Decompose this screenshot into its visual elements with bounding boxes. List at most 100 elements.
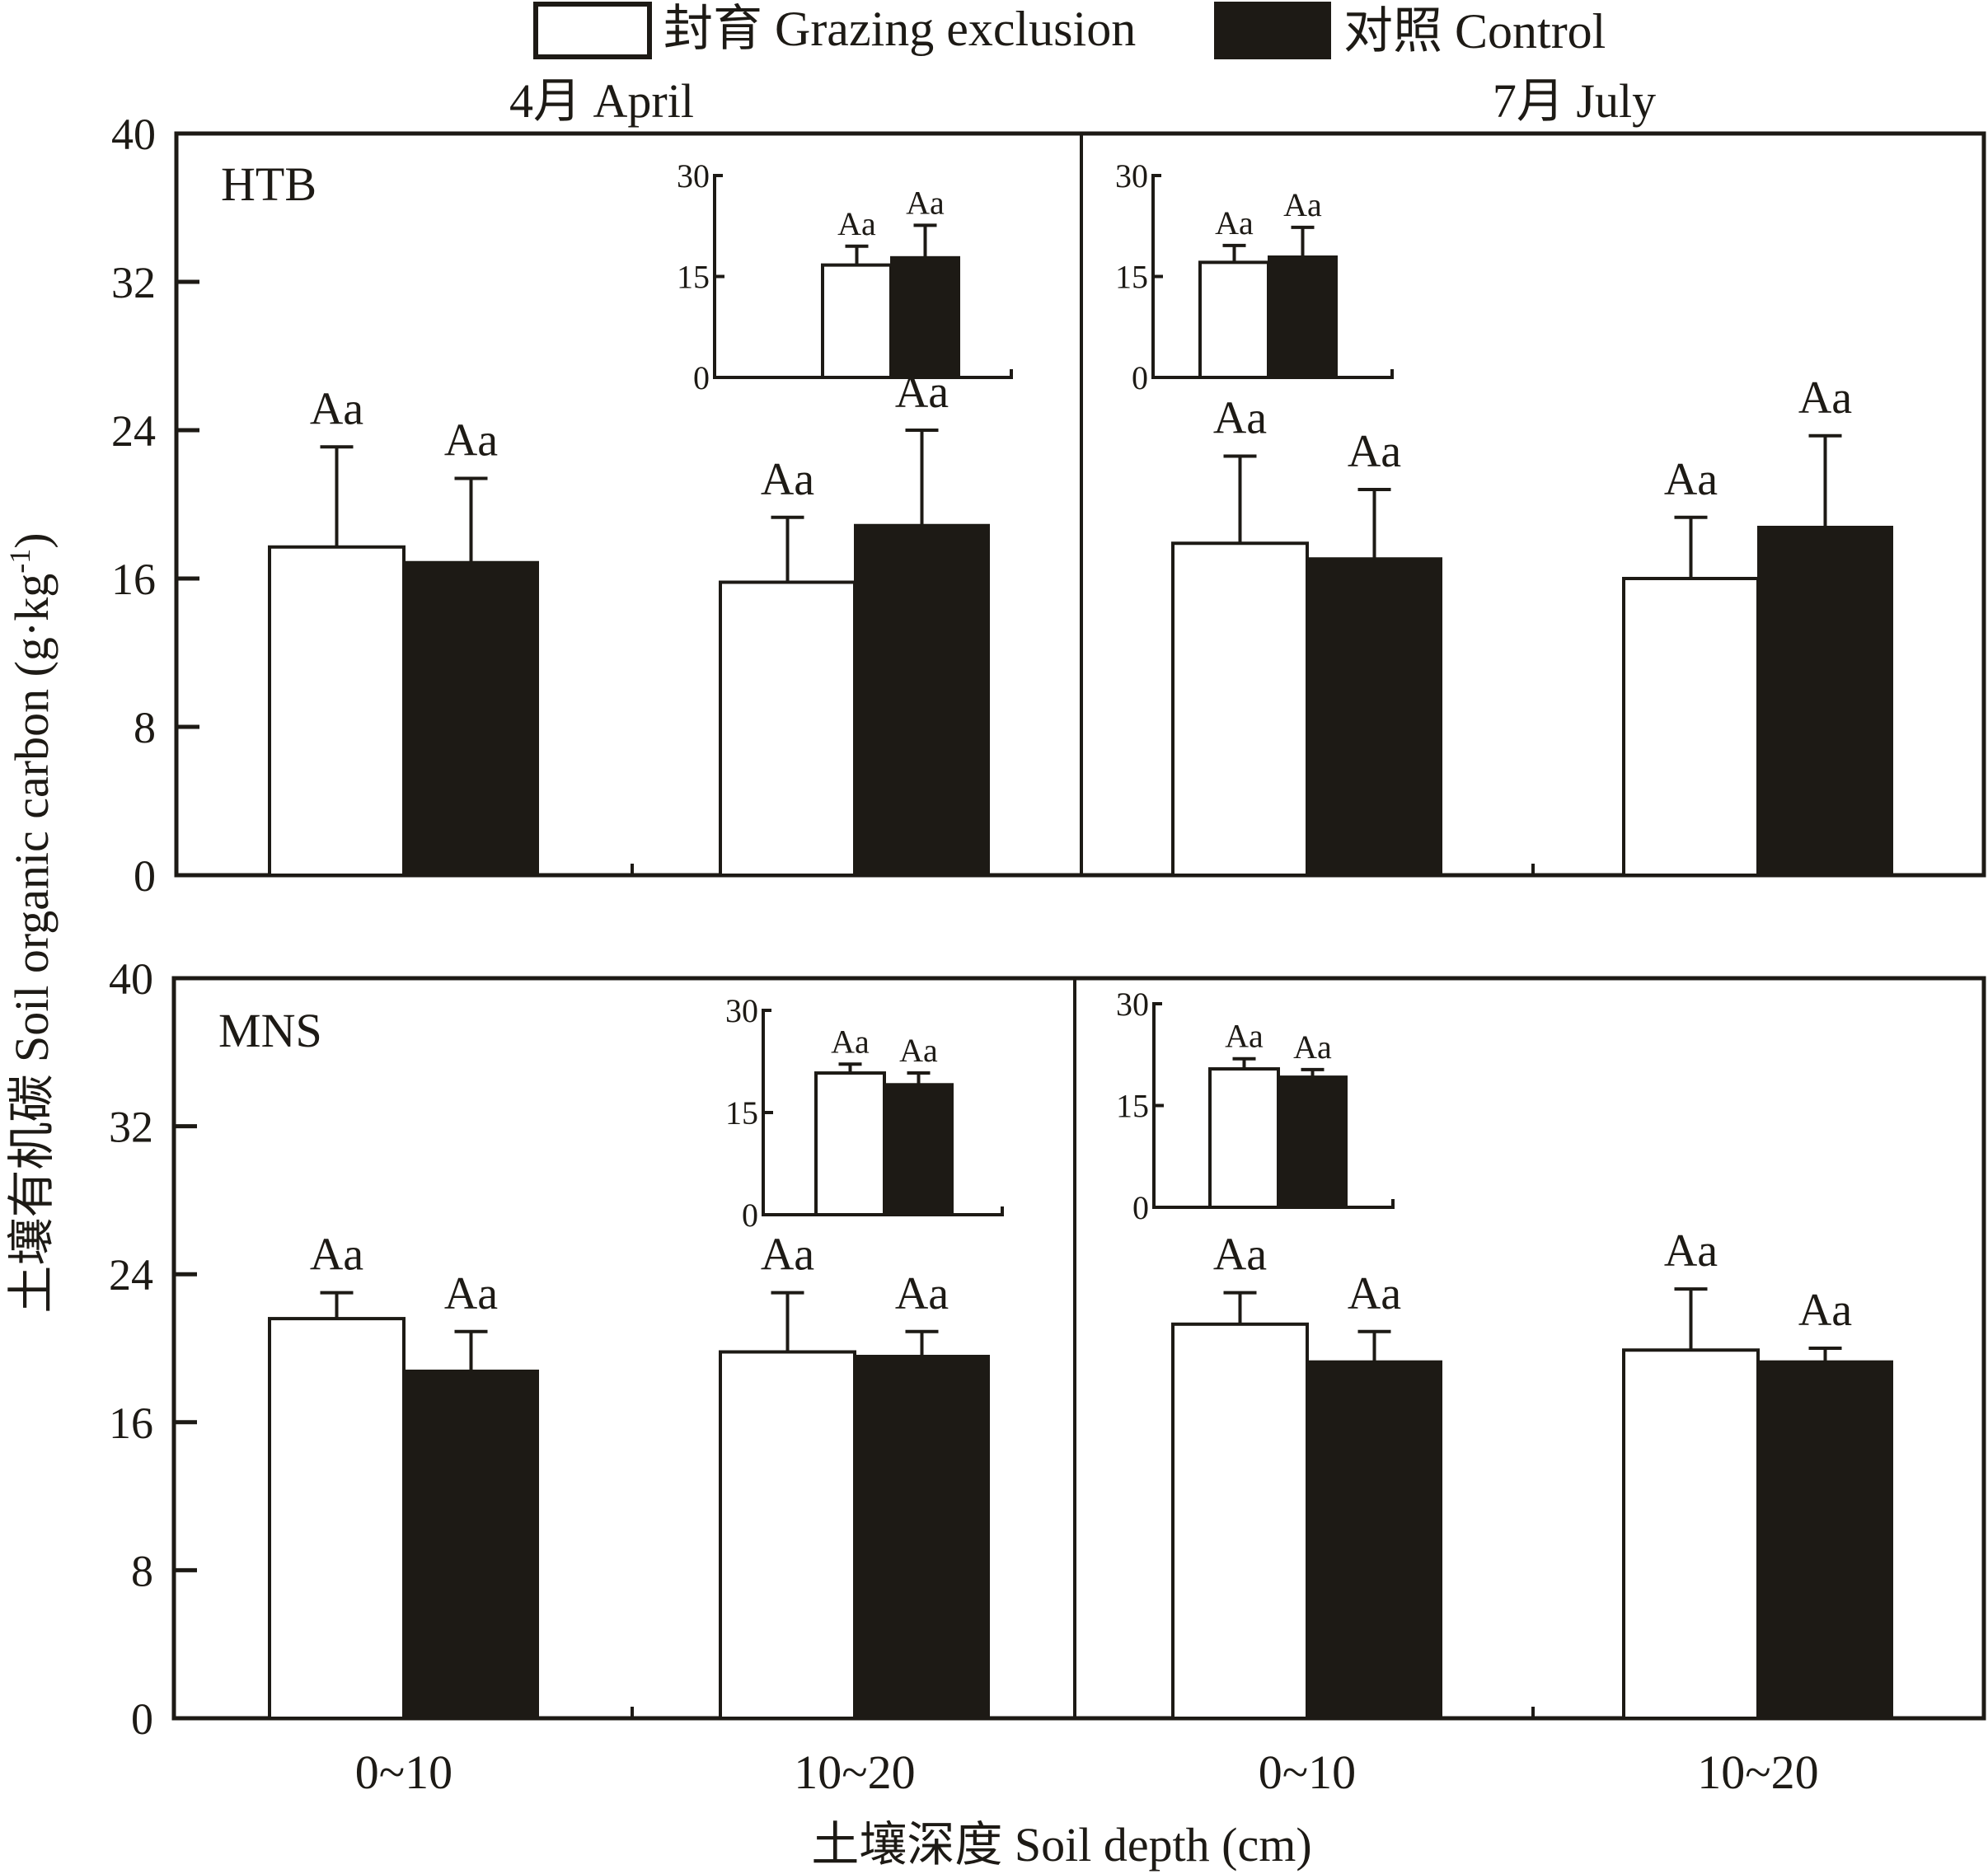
y-tick-label: 32 (109, 1103, 153, 1152)
inset-y-tick-label: 30 (725, 992, 758, 1029)
legend: 封育 Grazing exclusion 对照 Control (533, 2, 1606, 59)
site-label: MNS (218, 1004, 322, 1057)
y-axis-title-superscript: -1 (3, 549, 36, 574)
legend-swatch-grazing-exclusion (533, 2, 652, 59)
inset-axes (1151, 174, 1394, 379)
month-label-april: 4月 April (509, 74, 694, 128)
bar-control (403, 1369, 539, 1719)
inset-y-tick-label: 0 (693, 359, 710, 396)
y-tick-label: 24 (111, 406, 156, 456)
inset-significance-label: Aa (1225, 1018, 1264, 1055)
inset-chart: 0 15 30 Aa Aa (677, 157, 1013, 396)
bar-control (1306, 1360, 1442, 1719)
y-tick-label: 32 (111, 258, 156, 307)
inset-bar-control (884, 1083, 954, 1216)
inset-bar-control (890, 255, 960, 379)
inset-chart: 0 15 30 Aa Aa (1116, 986, 1395, 1226)
bar-grazing-exclusion (1622, 577, 1760, 877)
y-tick-label: 24 (109, 1250, 153, 1300)
significance-label: Aa (761, 1230, 814, 1281)
inset-y-tick-label: 0 (742, 1197, 758, 1234)
inset-significance-label: Aa (831, 1023, 870, 1060)
significance-label: Aa (1348, 426, 1401, 477)
inset-significance-label: Aa (837, 205, 876, 242)
y-axis-title-close: ) (5, 532, 59, 548)
month-group-1: Aa Aa Aa Aa 0 15 30 Aa Aa (1115, 157, 1893, 877)
bar-control (1757, 526, 1893, 876)
inset-bar-grazing-exclusion (821, 263, 893, 379)
significance-label: Aa (310, 1230, 363, 1281)
significance-label: Aa (310, 383, 363, 434)
inset-bar-grazing-exclusion (814, 1071, 886, 1217)
significance-label: Aa (1664, 454, 1718, 505)
site-label: HTB (221, 157, 316, 211)
x-axis-title: 土壤深度 Soil depth (cm) (811, 1818, 1311, 1872)
significance-label: Aa (1348, 1268, 1401, 1319)
bar-grazing-exclusion (268, 1317, 406, 1720)
y-tick-label: 8 (131, 1546, 153, 1595)
month-group-1: Aa Aa Aa Aa 0 15 30 Aa Aa (1116, 986, 1893, 1720)
inset-significance-label: Aa (906, 184, 945, 221)
inset-y-tick-label: 30 (1115, 157, 1148, 194)
inset-chart: 0 15 30 Aa Aa (725, 992, 1004, 1234)
inset-y-tick-label: 0 (1132, 1189, 1149, 1226)
legend-label-grazing-exclusion: 封育 Grazing exclusion (663, 2, 1136, 56)
y-axis-title: 土壤有机碳 Soil organic carbon (g·kg-1) (3, 532, 59, 1313)
x-category-label: 10~20 (1697, 1745, 1818, 1799)
legend-label-control: 对照 Control (1343, 4, 1606, 59)
significance-label: Aa (1213, 393, 1267, 444)
bar-control (854, 1354, 990, 1719)
significance-label: Aa (1213, 1230, 1267, 1281)
bar-grazing-exclusion (268, 545, 406, 877)
inset-bar-control (1268, 255, 1338, 378)
x-category-label: 0~10 (355, 1745, 452, 1799)
inset-significance-label: Aa (899, 1032, 938, 1069)
significance-label: Aa (1664, 1225, 1718, 1277)
inset-axes (1152, 1002, 1395, 1209)
significance-label: Aa (444, 415, 498, 466)
inset-axes (713, 174, 1013, 379)
inset-y-tick-label: 30 (1116, 986, 1149, 1023)
inset-y-tick-label: 15 (725, 1094, 758, 1131)
inset-bar-grazing-exclusion (1208, 1067, 1280, 1210)
y-tick-label: 0 (134, 851, 156, 901)
bar-grazing-exclusion (1171, 1322, 1309, 1720)
inset-significance-label: Aa (1293, 1028, 1332, 1066)
significance-label: Aa (444, 1268, 498, 1319)
x-category-label: 0~10 (1259, 1745, 1356, 1799)
y-tick-label: 8 (134, 703, 156, 752)
bar-grazing-exclusion (719, 1350, 856, 1720)
x-category-label: 10~20 (794, 1745, 915, 1799)
month-label-july: 7月 July (1493, 74, 1656, 128)
y-axis-title-main: 土壤有机碳 Soil organic carbon (g·kg (5, 574, 59, 1314)
significance-label: Aa (761, 454, 814, 505)
bar-grazing-exclusion (1622, 1348, 1760, 1720)
inset-bar-control (1278, 1075, 1348, 1209)
significance-label: Aa (895, 1268, 949, 1319)
inset-significance-label: Aa (1283, 186, 1322, 223)
bar-grazing-exclusion (1171, 541, 1309, 877)
inset-y-tick-label: 15 (677, 259, 710, 296)
inset-significance-label: Aa (1215, 204, 1254, 241)
panel-htb: HTB 0 8 16 24 32 40 Aa Aa Aa Aa 0 15 30 Aa Aa Aa Aa Aa Aa 0 1… (111, 110, 1986, 901)
bar-control (1306, 557, 1442, 876)
y-tick-label: 40 (109, 954, 153, 1004)
y-tick-label: 16 (109, 1398, 153, 1448)
bar-grazing-exclusion (719, 580, 856, 877)
y-tick-label: 0 (131, 1694, 153, 1744)
inset-y-tick-label: 15 (1115, 259, 1148, 296)
inset-y-tick-label: 0 (1132, 359, 1148, 396)
legend-swatch-control (1214, 2, 1331, 59)
inset-chart: 0 15 30 Aa Aa (1115, 157, 1394, 396)
bar-control (1757, 1360, 1893, 1719)
bar-control (403, 560, 539, 876)
panels-layer: HTB0816243240AaAaAaAa01530AaAaAaAaAaAa01… (109, 110, 1986, 1799)
inset-axes (762, 1009, 1004, 1216)
inset-y-tick-label: 15 (1116, 1088, 1149, 1125)
y-tick-label: 16 (111, 555, 156, 604)
significance-label: Aa (1798, 1285, 1852, 1336)
